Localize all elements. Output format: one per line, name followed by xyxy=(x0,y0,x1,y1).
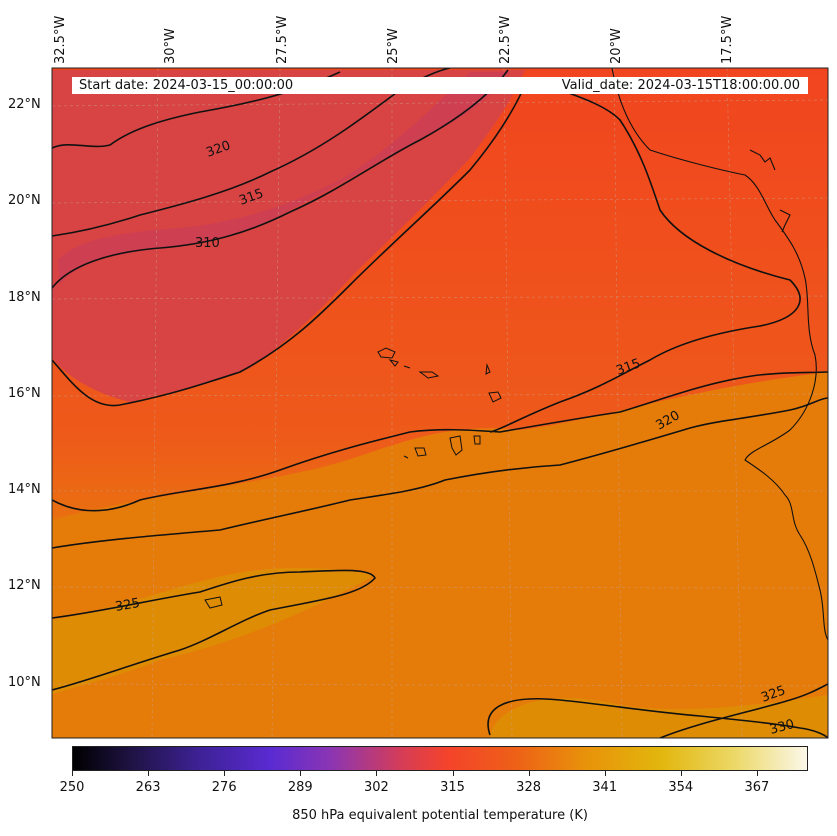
map-frame xyxy=(51,67,829,739)
colorbar-tick-label: 302 xyxy=(363,780,389,795)
latitude-label: 20°N xyxy=(8,193,41,208)
date-info-box: Start date: 2024-03-15_00:00:00 Valid_da… xyxy=(72,77,808,94)
colorbar-tick-label: 263 xyxy=(135,780,161,795)
colorbar-tick-mark xyxy=(680,771,682,776)
latitude-label: 12°N xyxy=(8,578,41,593)
warm-south-region xyxy=(52,372,828,738)
colorbar-tick-label: 354 xyxy=(668,780,694,795)
contour-325-se xyxy=(659,683,828,738)
colorbar-tick-mark xyxy=(376,771,378,776)
warmest-south-region xyxy=(52,567,828,738)
colorbar-tick-label: 276 xyxy=(211,780,237,795)
longitude-label: 22.5°W xyxy=(498,15,513,64)
colorbar-tick-mark xyxy=(604,771,606,776)
contour-325-north xyxy=(52,397,828,549)
longitude-label: 32.5°W xyxy=(53,15,68,64)
longitude-label: 20°W xyxy=(609,28,624,64)
colorbar-tick-mark xyxy=(756,771,758,776)
latitude-label: 22°N xyxy=(8,97,41,112)
contour-label: 330 xyxy=(768,717,796,738)
contour-320-south xyxy=(52,371,828,512)
contour-310 xyxy=(52,69,509,289)
colorbar-tick-mark xyxy=(148,771,150,776)
colorbar-tick-label: 341 xyxy=(592,780,618,795)
colorbar-tick-mark xyxy=(528,771,530,776)
colorbar-tick-mark xyxy=(224,771,226,776)
contour-330 xyxy=(487,697,828,738)
cool-air-band xyxy=(52,70,525,402)
start-date-text: Start date: 2024-03-15_00:00:00 xyxy=(79,78,294,93)
contour-325-south xyxy=(52,569,376,691)
longitude-label: 30°W xyxy=(163,28,178,64)
latitude-label: 10°N xyxy=(8,675,41,690)
colorbar-tick-label: 289 xyxy=(287,780,313,795)
coolest-core xyxy=(58,72,510,285)
colorbar-tick-mark xyxy=(452,771,454,776)
colorbar-tick-label: 328 xyxy=(516,780,542,795)
colorbar-tick-label: 367 xyxy=(744,780,770,795)
coastline xyxy=(611,68,828,641)
valid-date-text: Valid_date: 2024-03-15T18:00:00.00 xyxy=(561,78,800,93)
contour-label: 325 xyxy=(114,596,141,615)
longitude-label: 17.5°W xyxy=(720,15,735,64)
colorbar-tick-mark xyxy=(72,771,73,776)
latitude-label: 16°N xyxy=(8,386,41,401)
contour-label: 310 xyxy=(195,236,220,251)
colorbar-tick-label: 250 xyxy=(59,780,85,795)
contour-315-south xyxy=(52,77,529,407)
cape-verde-islands xyxy=(204,347,502,609)
latitude-label: 18°N xyxy=(8,290,41,305)
colorbar-tick-label: 315 xyxy=(440,780,465,795)
contour-coast-315 xyxy=(489,77,801,433)
longitude-label: 27.5°W xyxy=(275,15,290,64)
gridlines xyxy=(52,68,828,738)
longitude-label: 25°W xyxy=(386,28,401,64)
colorbar-title: 850 hPa equivalent potential temperature… xyxy=(292,808,588,823)
colorbar xyxy=(72,746,808,771)
colorbar-tick-mark xyxy=(300,771,302,776)
latitude-label: 14°N xyxy=(8,482,41,497)
